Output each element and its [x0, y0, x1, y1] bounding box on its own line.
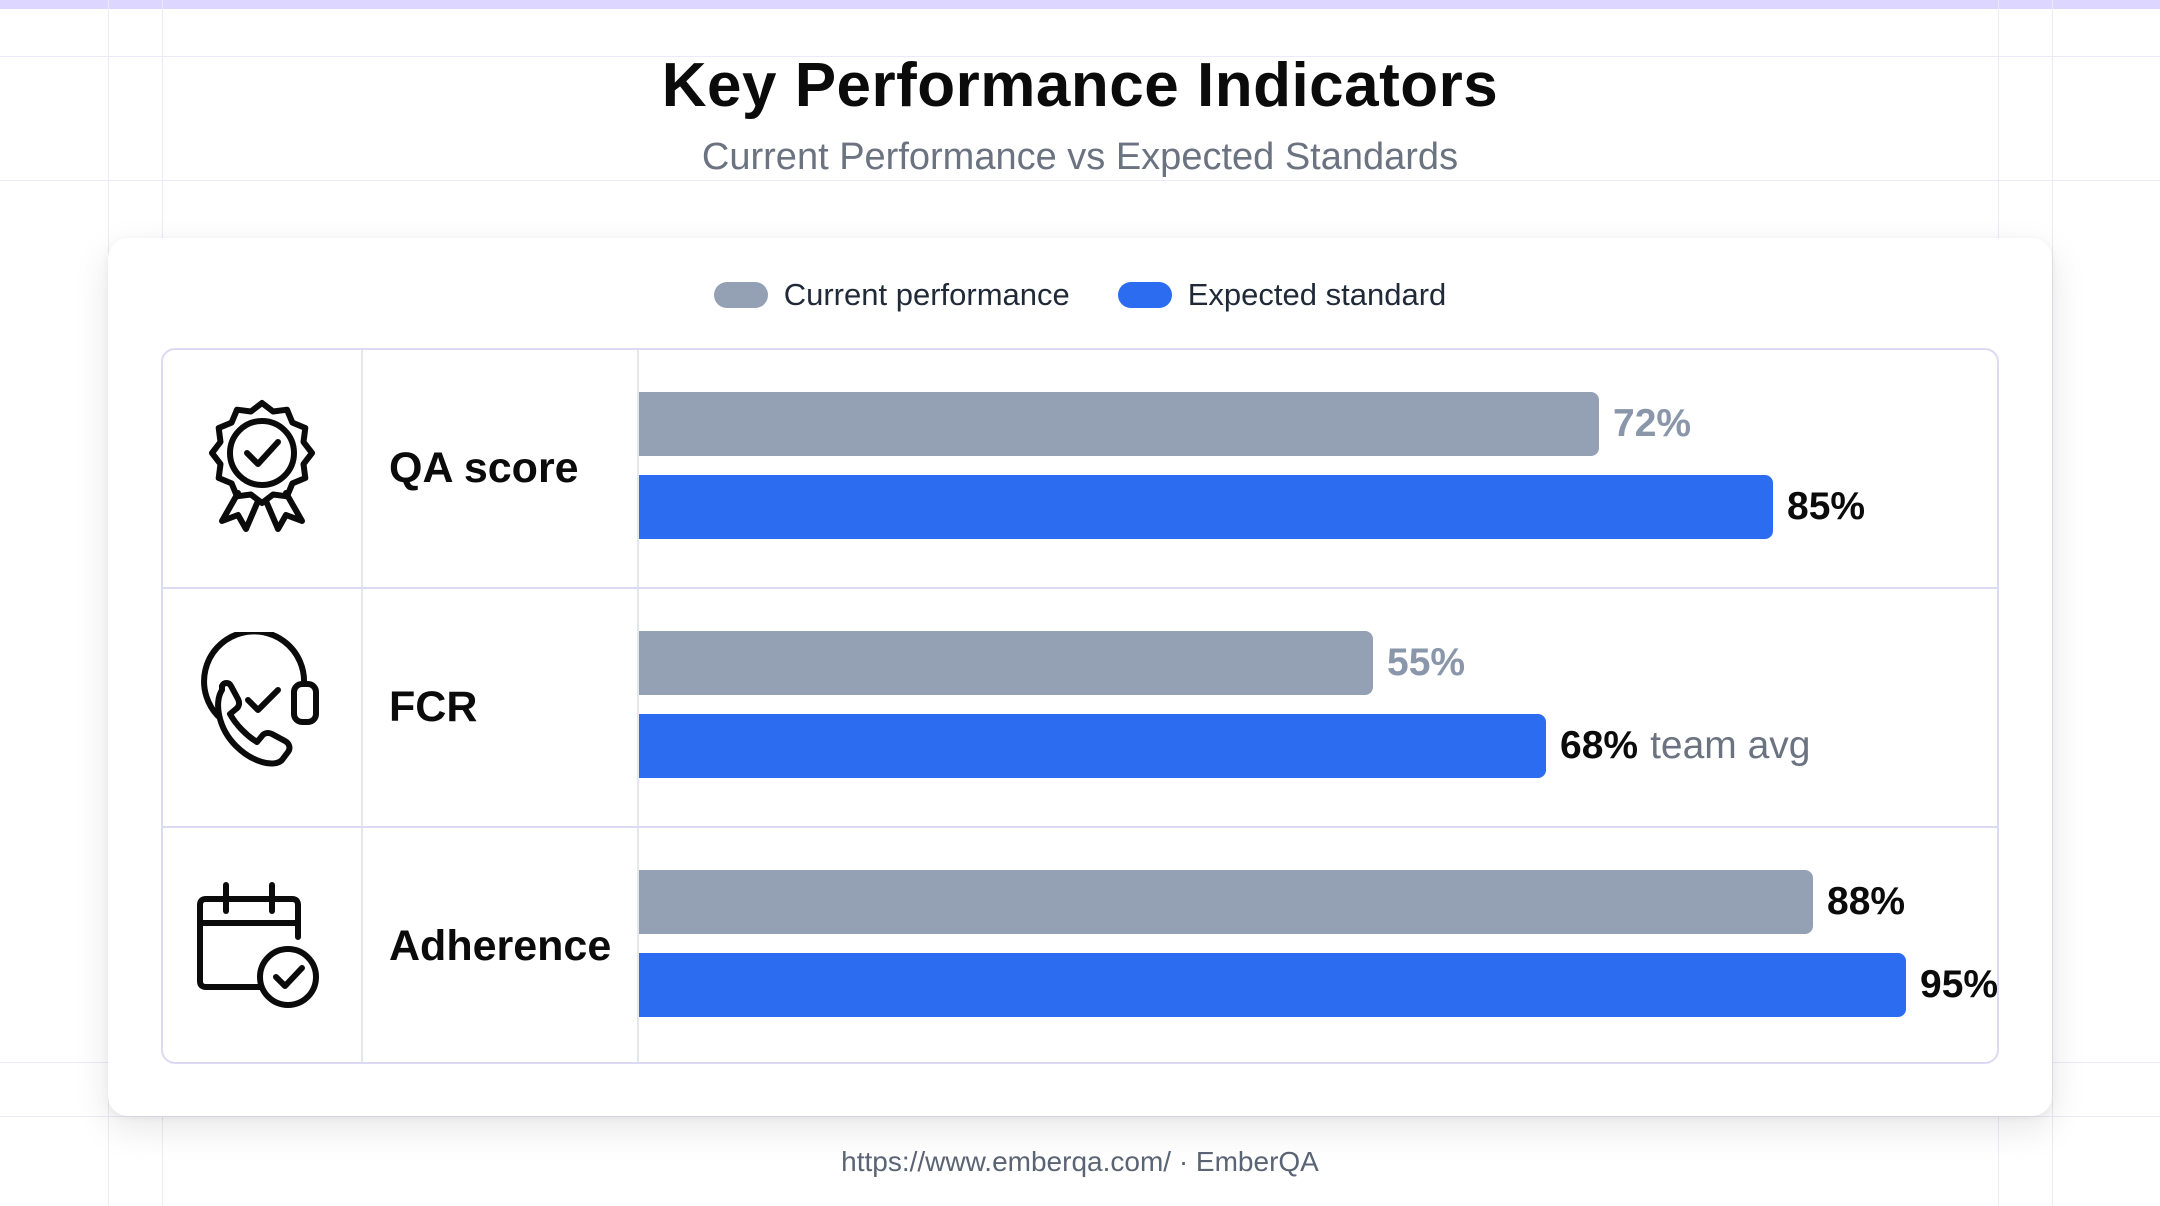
legend-label-expected: Expected standard: [1187, 277, 1447, 312]
grid-line: [0, 56, 2160, 57]
kpi-name-cell: FCR: [363, 589, 639, 826]
icon-cell: [163, 589, 363, 826]
grid-line: [0, 1116, 2160, 1117]
calendar-check-icon: [197, 882, 319, 1008]
value-text: 55%: [1387, 641, 1466, 684]
value-text: 95%: [1920, 963, 1999, 1006]
icon-cell: [163, 828, 363, 1062]
kpi-label-qa-score: QA score: [389, 444, 579, 492]
value-text: 85%: [1787, 485, 1866, 528]
bar-expected-qa-score: [639, 475, 1773, 539]
kpi-table: QA score 72% 85%: [161, 348, 1999, 1064]
value-text: 88%: [1827, 880, 1906, 923]
legend: Current performance Expected standard: [108, 270, 2052, 320]
bar-expected-adherence: [639, 953, 1906, 1017]
legend-item-expected: Expected standard: [1117, 277, 1447, 313]
value-label-current-qa-score: 72%: [1613, 392, 1691, 456]
kpi-label-fcr: FCR: [389, 683, 478, 731]
kpi-label-adherence: Adherence: [389, 922, 612, 970]
chart-title: Key Performance Indicators: [661, 51, 1499, 120]
value-text: 72%: [1613, 402, 1692, 445]
phone-headset-icon: [201, 632, 319, 767]
chart-subtitle: Current Performance vs Expected Standard…: [701, 136, 1459, 178]
bar-expected-fcr: [639, 714, 1546, 778]
top-accent-bar: [0, 0, 2160, 9]
kpi-row-qa-score: QA score 72% 85%: [163, 350, 1997, 589]
legend-swatch-current: [713, 282, 768, 308]
value-label-current-fcr: 55%: [1387, 631, 1465, 695]
kpi-row-adherence: Adherence 88% 95%: [163, 828, 1999, 1062]
legend-swatch-expected: [1117, 282, 1172, 308]
value-label-current-adherence: 88%: [1827, 870, 1905, 934]
bar-current-fcr: [639, 631, 1373, 695]
kpi-name-cell: Adherence: [363, 828, 639, 1062]
bar-area: 88% 95%: [639, 828, 1999, 1062]
grid-line: [0, 180, 2160, 181]
value-label-expected-fcr: 68% team avg: [1560, 714, 1810, 778]
legend-label-current: Current performance: [783, 277, 1070, 312]
value-text: 68%: [1560, 724, 1639, 767]
icon-cell: [163, 350, 363, 587]
grid-line: [2052, 0, 2053, 1206]
award-rosette-icon: [209, 400, 315, 532]
value-label-expected-qa-score: 85%: [1787, 475, 1865, 539]
kpi-name-cell: QA score: [363, 350, 639, 587]
legend-item-current: Current performance: [713, 277, 1070, 313]
value-label-expected-adherence: 95%: [1920, 953, 1999, 1017]
bar-area: 72% 85%: [639, 350, 1995, 587]
kpi-row-fcr: FCR 55% 68% team avg: [163, 589, 1997, 828]
bar-current-adherence: [639, 870, 1813, 934]
chart-card: Current performance Expected standard QA…: [108, 238, 2052, 1116]
bar-current-qa-score: [639, 392, 1599, 456]
value-note-team-avg: team avg: [1650, 724, 1811, 767]
bar-area: 55% 68% team avg: [639, 589, 1995, 826]
footer-source: https://www.emberqa.com/ · EmberQA: [841, 1146, 1319, 1177]
